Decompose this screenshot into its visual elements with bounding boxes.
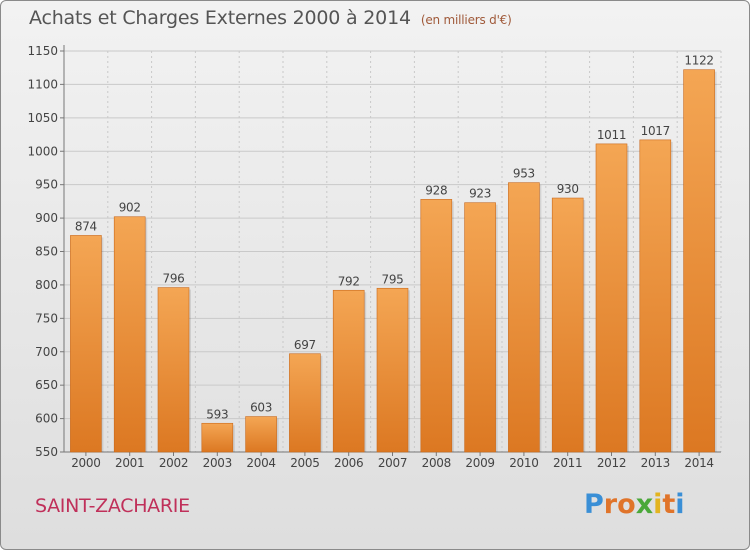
x-tick-label-2008: 2008 [422,456,451,470]
bar-2000 [70,235,102,453]
data-label-2001: 902 [119,201,141,215]
bar-2013 [639,139,672,453]
data-label-2005: 697 [294,338,316,352]
brand-letter: x [635,489,654,520]
brand-letter: P [584,489,604,520]
y-tick-label: 1000 [27,144,58,158]
chart-title-text: Achats et Charges Externes 2000 à 2014 [29,7,411,29]
x-tick-label-2000: 2000 [71,456,100,470]
unit-label: (en milliers d'€) [420,13,512,27]
brand-letter: i [653,489,663,520]
x-tick-label-2012: 2012 [597,456,626,470]
x-tick-label-2007: 2007 [378,456,407,470]
brand-letter: r [603,489,618,520]
tick-labels: 550 600 650 700 750 800 850 900 950 1000 1050 1100 1… [27,44,714,470]
x-tick-label-2005: 2005 [290,456,319,470]
y-tick-label: 950 [35,178,58,192]
bars [70,69,717,453]
brand-letter: o [617,489,636,520]
bar-2001 [113,216,146,453]
y-tick-label: 1100 [27,77,58,91]
x-tick-label-2010: 2010 [509,456,538,470]
brand-letter: i [675,489,685,520]
y-tick-label: 900 [35,211,58,225]
data-label-2014: 1122 [684,54,713,68]
x-tick-label-2011: 2011 [553,456,582,470]
bar-2009 [464,202,496,453]
brand-logo: Proxiti [584,489,685,520]
data-label-2012: 1011 [597,128,626,142]
y-tick-label: 800 [35,278,58,292]
bar-2010 [508,182,540,453]
bar-2003 [201,422,234,453]
data-labels: 874 902 796 593 603 697 792 795 928 923 953 930 1011… [75,54,714,422]
data-label-2007: 795 [381,272,403,286]
x-tick-label-2001: 2001 [115,456,144,470]
x-tick-label-2004: 2004 [246,456,275,470]
data-label-2003: 593 [206,407,228,421]
chart-title: Achats et Charges Externes 2000 à 2014 (e… [29,7,512,29]
bar-2012 [595,143,628,453]
data-label-2011: 930 [557,182,579,196]
y-tick-label: 1050 [27,111,58,125]
x-tick-label-2002: 2002 [159,456,188,470]
data-label-2010: 953 [513,167,535,181]
x-tick-label-2009: 2009 [465,456,494,470]
y-tick-label: 850 [35,245,58,259]
x-tick-label-2013: 2013 [641,456,670,470]
y-tick-label: 1150 [27,44,58,58]
place-name: SAINT-ZACHARIE [35,495,190,517]
data-label-2004: 603 [250,401,272,415]
y-tick-label: 650 [35,378,58,392]
data-label-2009: 923 [469,187,491,201]
data-label-2002: 796 [162,272,184,286]
data-label-2013: 1017 [641,124,670,138]
data-label-2006: 792 [338,274,360,288]
bar-2002 [157,287,190,453]
y-tick-label: 550 [35,445,58,459]
y-tick-label: 750 [35,311,58,325]
data-label-2000: 874 [75,219,97,233]
x-tick-label-2003: 2003 [203,456,232,470]
bar-2004 [245,416,277,453]
data-label-2008: 928 [425,183,447,197]
x-tick-label-2006: 2006 [334,456,363,470]
bar-2006 [332,289,365,453]
y-tick-label: 700 [35,345,58,359]
bar-2008 [420,199,453,453]
bar-2011 [551,197,584,453]
bar-2014 [683,69,715,453]
x-tick-label-2014: 2014 [684,456,713,470]
y-tick-label: 600 [35,412,58,426]
brand-letter: t [662,489,676,520]
bar-2005 [289,353,321,453]
bar-2007 [376,287,409,453]
